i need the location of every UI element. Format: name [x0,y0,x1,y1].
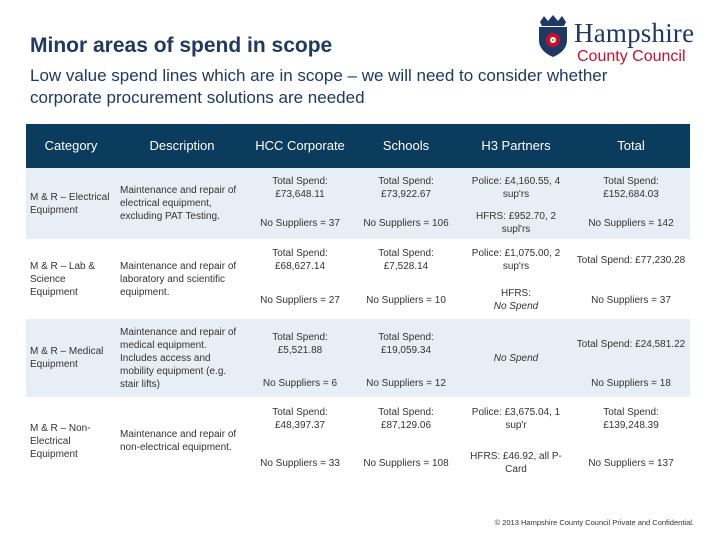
description-cell: Maintenance and repair of laboratory and… [116,239,248,319]
table-row: No Suppliers = 33 No Suppliers = 108 HFR… [26,441,690,485]
schools-spend-cell: Total Spend: £7,528.14 [352,239,460,281]
total-spend-cell: Total Spend: £152,684.03 [572,168,690,207]
schools-spend-cell: Total Spend: £87,129.06 [352,397,460,441]
hcc-spend-cell: Total Spend: £73,648.11 [248,168,352,207]
total-spend-cell: Total Spend: £139,248.39 [572,397,690,441]
schools-suppliers-cell: No Suppliers = 12 [352,369,460,397]
page-subtitle: Low value spend lines which are in scope… [30,66,608,107]
table-row: M & R – Electrical Equipment Maintenance… [26,168,690,239]
category-cell: M & R – Electrical Equipment [26,168,116,239]
schools-suppliers-cell: No Suppliers = 106 [352,207,460,239]
h3-hfrs-cell: HFRS: £46.92, all P-Card [460,441,572,485]
h3-hfrs-cell: HFRS: £952.70, 2 supl'rs [460,207,572,239]
header-schools: Schools [352,124,460,168]
table-row: No Suppliers = 27 No Suppliers = 10 HFRS… [26,281,690,319]
total-spend-cell: Total Spend: £77,230.28 [572,239,690,281]
hcc-suppliers-cell: No Suppliers = 33 [248,441,352,485]
table-row: No Suppliers = 6 No Suppliers = 12 No Su… [26,369,690,397]
total-suppliers-cell: No Suppliers = 37 [572,281,690,319]
total-spend-cell: Total Spend: £24,581.22 [572,319,690,369]
header-total: Total [572,124,690,168]
h3-hfrs-value: No Spend [493,301,539,312]
header-h3-partners: H3 Partners [460,124,572,168]
logo-text-hampshire: Hampshire [574,18,695,48]
table-row: M & R – Lab & Science Equipment Maintena… [26,239,690,319]
schools-suppliers-cell: No Suppliers = 108 [352,441,460,485]
category-cell: M & R – Lab & Science Equipment [26,239,116,319]
category-cell: M & R – Non-Electrical Equipment [26,397,116,485]
description-cell: Maintenance and repair of non-electrical… [116,397,248,485]
h3-police-cell: Police: £1,075.00, 2 sup'rs [460,239,572,281]
h3-partners-cell: No Spend [460,319,572,397]
hampshire-logo: Hampshire County Council [534,14,720,66]
table-row: No Suppliers = 37 No Suppliers = 106 HFR… [26,207,690,239]
logo-text-county-council: County Council [577,48,686,65]
page-title: Minor areas of spend in scope [30,34,333,57]
total-suppliers-cell: No Suppliers = 137 [572,441,690,485]
hcc-spend-cell: Total Spend: £5,521.88 [248,319,352,369]
table-row: M & R – Non-Electrical Equipment Mainten… [26,397,690,485]
spend-table: Category Description HCC Corporate Schoo… [26,124,690,485]
description-cell: Maintenance and repair of electrical equ… [116,168,248,239]
hcc-spend-cell: Total Spend: £48,397.37 [248,397,352,441]
total-suppliers-cell: No Suppliers = 142 [572,207,690,239]
h3-police-cell: Police: £3,675.04, 1 sup'r [460,397,572,441]
hcc-suppliers-cell: No Suppliers = 27 [248,281,352,319]
h3-hfrs-label: HFRS: [501,288,531,299]
hcc-suppliers-cell: No Suppliers = 6 [248,369,352,397]
copyright-footer: © 2013 Hampshire County Council Private … [494,518,694,527]
header-description: Description [116,124,248,168]
table-row: M & R – Medical Equipment Maintenance an… [26,319,690,397]
h3-police-cell: Police: £4,160.55, 4 sup'rs [460,168,572,207]
category-cell: M & R – Medical Equipment [26,319,116,397]
schools-suppliers-cell: No Suppliers = 10 [352,281,460,319]
rose-crest-icon [539,15,567,57]
schools-spend-cell: Total Spend: £73,922.67 [352,168,460,207]
h3-hfrs-cell: HFRS: No Spend [460,281,572,319]
hcc-spend-cell: Total Spend: £68,627.14 [248,239,352,281]
description-cell: Maintenance and repair of medical equipm… [116,319,248,397]
hcc-suppliers-cell: No Suppliers = 37 [248,207,352,239]
header-hcc-corporate: HCC Corporate [248,124,352,168]
schools-spend-cell: Total Spend: £19,059.34 [352,319,460,369]
table-header-row: Category Description HCC Corporate Schoo… [26,124,690,168]
total-suppliers-cell: No Suppliers = 18 [572,369,690,397]
header-category: Category [26,124,116,168]
